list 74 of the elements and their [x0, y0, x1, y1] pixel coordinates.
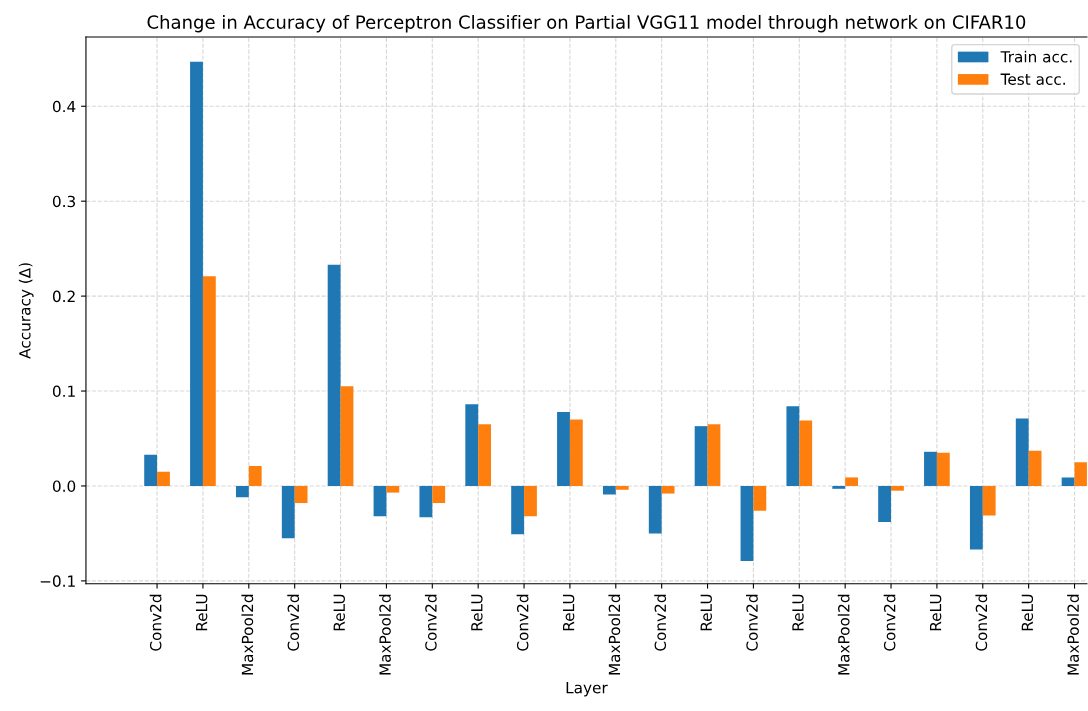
bar [891, 485, 904, 491]
x-tick-label: ReLU [333, 594, 345, 631]
x-tick-label: MaxPool2d [379, 594, 391, 675]
x-tick-label: ReLU [1021, 594, 1034, 631]
x-tick-label: Conv2d [424, 594, 437, 651]
y-tick-label: 0.4 [52, 100, 76, 113]
x-tick-label: Conv2d [975, 594, 988, 651]
bar [740, 485, 754, 561]
x-tick-label: Conv2d [516, 594, 529, 651]
bar [235, 485, 249, 498]
x-axis-title: Layer [566, 682, 608, 697]
x-tick-label: MaxPool2d [1067, 594, 1079, 675]
x-tick-label: MaxPool2d [241, 594, 254, 675]
bar [969, 485, 983, 550]
bar [753, 485, 767, 511]
bar [569, 419, 583, 486]
bar [694, 426, 708, 486]
y-axis-title: Accuracy (Δ) [18, 263, 34, 359]
bar [615, 485, 629, 490]
bar [465, 404, 479, 486]
x-tick-label: ReLU [792, 594, 804, 631]
bar [386, 485, 400, 493]
x-tick-label: ReLU [196, 594, 208, 631]
bar [845, 477, 858, 486]
bar [832, 485, 846, 489]
x-tick-label: Conv2d [746, 594, 758, 651]
y-tick-label: 0.0 [52, 480, 76, 492]
bar [602, 485, 616, 495]
bar [1061, 477, 1075, 486]
bar [982, 485, 996, 516]
x-tick-label: ReLU [700, 594, 712, 631]
bar [202, 276, 216, 486]
x-tick-label: ReLU [471, 594, 483, 631]
bar [327, 264, 341, 486]
x-tick-label: Conv2d [287, 594, 300, 651]
bar [878, 485, 892, 523]
bar [661, 485, 675, 494]
y-tick-label: 0.2 [52, 290, 75, 303]
y-tick-label: −0.1 [40, 575, 75, 587]
x-tick-label: ReLU [562, 594, 575, 631]
bar [373, 485, 387, 517]
bar [1028, 450, 1042, 486]
x-tick-label: MaxPool2d [837, 594, 850, 675]
bar [524, 485, 537, 517]
bar [248, 466, 262, 486]
bar [648, 485, 662, 534]
bar [1015, 418, 1029, 486]
bar [157, 471, 170, 486]
bar [294, 485, 308, 504]
bar [281, 485, 295, 539]
chart-title: Change in Accuracy of Perceptron Classifier on Partial VGG11 model through network on CIFAR10 [147, 14, 1026, 33]
legend-label: Test acc. [1000, 73, 1065, 85]
x-tick-label: ReLU [929, 594, 942, 631]
bar [799, 420, 813, 486]
x-tick-label: Conv2d [654, 594, 667, 651]
bar [707, 424, 721, 486]
bar [786, 406, 800, 486]
legend-label: Train acc. [1000, 50, 1072, 63]
bar [511, 485, 525, 535]
bar [419, 485, 433, 518]
bar [924, 451, 937, 486]
bar [557, 411, 570, 486]
bar [936, 452, 950, 486]
bar [190, 61, 203, 486]
y-tick-label: 0.1 [52, 385, 75, 398]
x-tick-label: Conv2d [883, 594, 896, 651]
bar [432, 485, 446, 504]
bar [340, 386, 354, 486]
x-tick-label: Conv2d [149, 594, 162, 651]
bar [1074, 462, 1087, 486]
bar [478, 424, 492, 486]
y-tick-label: 0.3 [52, 195, 76, 208]
bar [144, 454, 158, 486]
x-tick-label: MaxPool2d [608, 594, 621, 675]
